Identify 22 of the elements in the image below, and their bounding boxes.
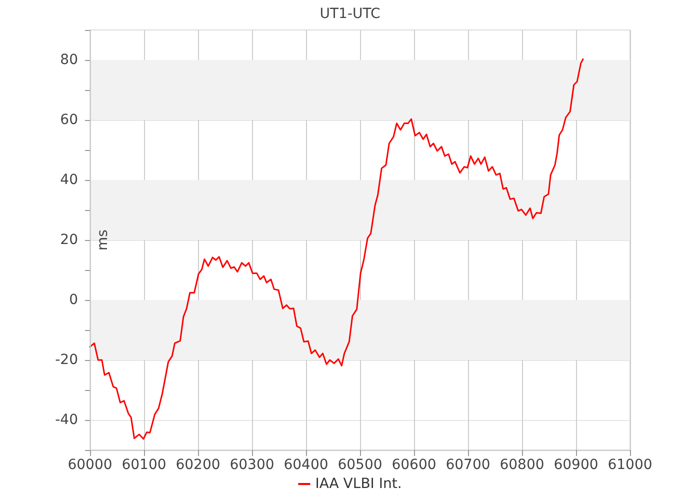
legend-label: IAA VLBI Int. (315, 476, 402, 492)
y-tick-label: -40 (55, 412, 78, 428)
y-tick-label: 60 (60, 112, 78, 128)
y-tick-label: 80 (60, 52, 78, 68)
x-tick-label: 60700 (446, 457, 490, 473)
chart-title: UT1-UTC (320, 6, 380, 22)
x-tick-label: 60900 (554, 457, 598, 473)
x-tick-label: 60400 (284, 457, 328, 473)
x-tick-label: 61000 (608, 457, 652, 473)
x-tick-label: 60200 (176, 457, 220, 473)
line-series (89, 58, 584, 440)
x-tick-label: 60500 (338, 457, 382, 473)
x-tick-label: 60300 (230, 457, 274, 473)
y-tick-label: -20 (55, 352, 78, 368)
x-tick-label: 60800 (500, 457, 544, 473)
y-tick-label: 20 (60, 232, 78, 248)
x-tick-label: 60100 (122, 457, 166, 473)
y-axis-title: ms (95, 230, 111, 250)
x-tick-label: 60000 (68, 457, 112, 473)
y-tick-label: 0 (69, 292, 78, 308)
x-tick-label: 60600 (392, 457, 436, 473)
y-tick-label: 40 (60, 172, 78, 188)
